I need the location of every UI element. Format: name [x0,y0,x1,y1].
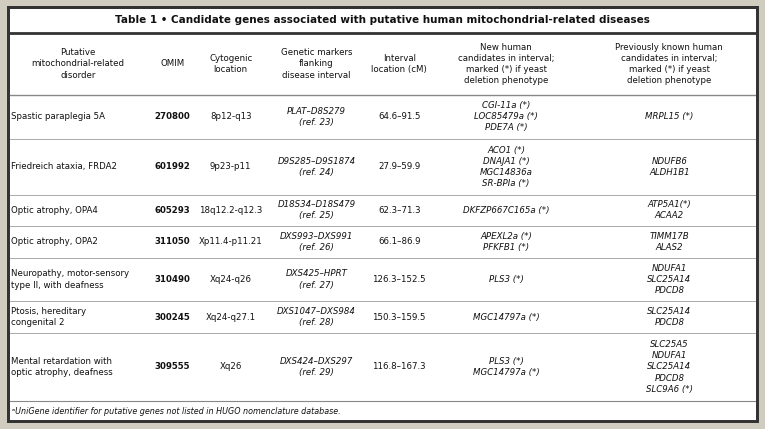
Text: NDUFA1
SLC25A14
PDCD8: NDUFA1 SLC25A14 PDCD8 [647,264,692,295]
Text: 64.6–91.5: 64.6–91.5 [378,112,421,121]
Text: CGI-11a (*)
LOC85479a (*)
PDE7A (*): CGI-11a (*) LOC85479a (*) PDE7A (*) [474,101,538,133]
Text: Neuropathy, motor-sensory
type II, with deafness: Neuropathy, motor-sensory type II, with … [11,269,129,290]
Text: Interval
location (cM): Interval location (cM) [371,54,427,74]
Text: Xq24-q27.1: Xq24-q27.1 [206,313,256,322]
Text: Xq24-q26: Xq24-q26 [210,275,252,284]
Text: MRPL15 (*): MRPL15 (*) [645,112,694,121]
Text: 309555: 309555 [155,363,190,372]
Text: Xp11.4-p11.21: Xp11.4-p11.21 [199,237,262,246]
Text: MGC14797a (*): MGC14797a (*) [473,313,539,322]
Text: ACO1 (*)
DNAJA1 (*)
MGC14836a
SR-BPIa (*): ACO1 (*) DNAJA1 (*) MGC14836a SR-BPIa (*… [480,145,532,188]
Text: Putative
mitochondrial-related
disorder: Putative mitochondrial-related disorder [31,48,124,80]
Text: D9S285–D9S1874
(ref. 24): D9S285–D9S1874 (ref. 24) [277,157,356,177]
Text: Genetic markers
flanking
disease interval: Genetic markers flanking disease interva… [281,48,352,80]
Text: Cytogenic
location: Cytogenic location [209,54,252,74]
Text: 27.9–59.9: 27.9–59.9 [378,162,420,171]
Text: 18q12.2-q12.3: 18q12.2-q12.3 [199,206,262,215]
Text: DXS424–DXS297
(ref. 29): DXS424–DXS297 (ref. 29) [280,357,353,377]
Text: ATP5A1(*)
ACAA2: ATP5A1(*) ACAA2 [647,200,692,221]
Text: Friedreich ataxia, FRDA2: Friedreich ataxia, FRDA2 [11,162,117,171]
Text: Mental retardation with
optic atrophy, deafness: Mental retardation with optic atrophy, d… [11,357,112,377]
Text: Optic atrophy, OPA4: Optic atrophy, OPA4 [11,206,98,215]
Text: 126.3–152.5: 126.3–152.5 [373,275,426,284]
Text: NDUFB6
ALDH1B1: NDUFB6 ALDH1B1 [649,157,690,177]
Text: 8p12-q13: 8p12-q13 [210,112,252,121]
Text: DXS1047–DXS984
(ref. 28): DXS1047–DXS984 (ref. 28) [277,307,356,327]
Text: DXS425–HPRT
(ref. 27): DXS425–HPRT (ref. 27) [285,269,347,290]
Text: 300245: 300245 [155,313,190,322]
Text: 605293: 605293 [155,206,190,215]
Text: SLC25A5
NDUFA1
SLC25A14
PDCD8
SLC9A6 (*): SLC25A5 NDUFA1 SLC25A14 PDCD8 SLC9A6 (*) [646,340,693,394]
Text: DXS993–DXS991
(ref. 26): DXS993–DXS991 (ref. 26) [280,232,353,252]
Text: Ptosis, hereditary
congenital 2: Ptosis, hereditary congenital 2 [11,307,86,327]
Text: 150.3–159.5: 150.3–159.5 [373,313,426,322]
Text: DKFZP667C165a (*): DKFZP667C165a (*) [463,206,549,215]
Text: Optic atrophy, OPA2: Optic atrophy, OPA2 [11,237,98,246]
Text: Table 1 • Candidate genes associated with putative human mitochondrial-related d: Table 1 • Candidate genes associated wit… [115,15,650,25]
Text: 270800: 270800 [155,112,190,121]
Text: PLS3 (*): PLS3 (*) [489,275,523,284]
Text: TIMM17B
ALAS2: TIMM17B ALAS2 [649,232,689,252]
Text: 66.1–86.9: 66.1–86.9 [378,237,421,246]
Text: 601992: 601992 [155,162,190,171]
Text: 116.8–167.3: 116.8–167.3 [373,363,426,372]
Text: 9p23-p11: 9p23-p11 [210,162,252,171]
Text: PLAT–D8S279
(ref. 23): PLAT–D8S279 (ref. 23) [287,107,346,127]
Text: Previously known human
candidates in interval;
marked (*) if yeast
deletion phen: Previously known human candidates in int… [616,43,723,85]
Text: 62.3–71.3: 62.3–71.3 [378,206,421,215]
Text: ᵃUniGene identifier for putative genes not listed in HUGO nomenclature database.: ᵃUniGene identifier for putative genes n… [12,407,340,416]
Text: OMIM: OMIM [160,60,184,69]
Text: APEXL2a (*)
PFKFB1 (*): APEXL2a (*) PFKFB1 (*) [480,232,532,252]
Text: SLC25A14
PDCD8: SLC25A14 PDCD8 [647,307,692,327]
Text: Spastic paraplegia 5A: Spastic paraplegia 5A [11,112,105,121]
Text: Xq26: Xq26 [220,363,242,372]
Text: 311050: 311050 [155,237,190,246]
Text: New human
candidates in interval;
marked (*) if yeast
deletion phenotype: New human candidates in interval; marked… [457,43,555,85]
Text: PLS3 (*)
MGC14797a (*): PLS3 (*) MGC14797a (*) [473,357,539,377]
Text: 310490: 310490 [155,275,190,284]
Text: D18S34–D18S479
(ref. 25): D18S34–D18S479 (ref. 25) [277,200,356,221]
